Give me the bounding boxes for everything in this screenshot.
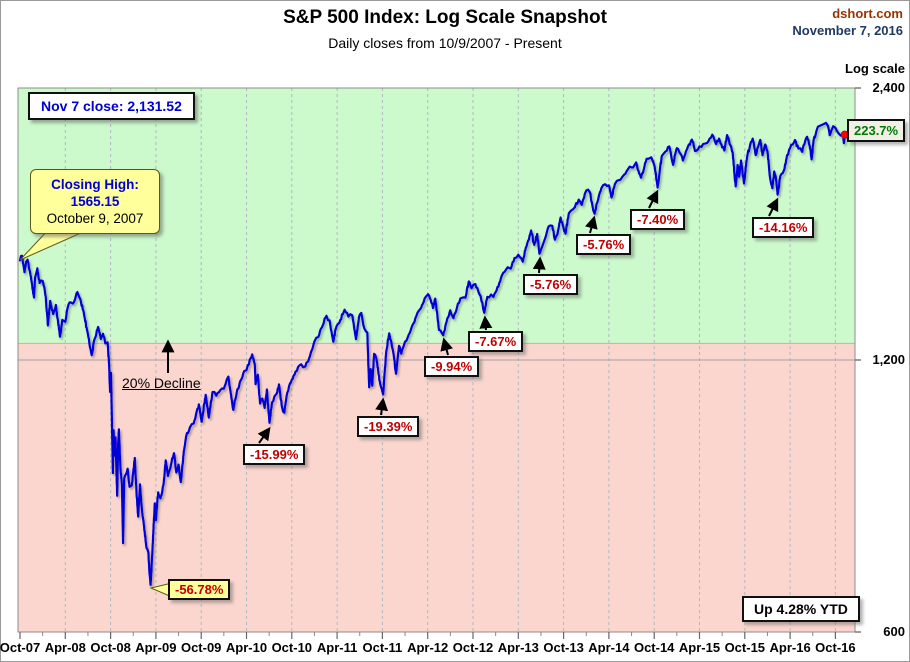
- x-axis-label: Apr-13: [497, 640, 539, 655]
- decline-threshold-label: 20% Decline: [122, 375, 201, 391]
- drawdown-label: -19.39%: [357, 416, 420, 437]
- closing-high-label: Closing High:: [51, 177, 139, 192]
- source-label: dshort.com: [832, 6, 903, 21]
- drawdown-arrow: [375, 397, 389, 416]
- x-axis-label: Apr-09: [135, 640, 177, 655]
- drawdown-arrow: [440, 337, 453, 356]
- closing-high-value: 1565.15: [70, 194, 120, 209]
- below-decline-region: [18, 343, 855, 632]
- sp500-line: [18, 121, 846, 586]
- y-axis-label: 600: [883, 624, 905, 639]
- closing-high-callout: Closing High: 1565.15 October 9, 2007: [30, 169, 160, 234]
- drawdown-arrow: [479, 315, 493, 331]
- closing-high-date: October 9, 2007: [46, 211, 144, 226]
- drawdown-label: -15.99%: [243, 444, 306, 465]
- x-axis-label: Oct-08: [90, 640, 131, 655]
- y-axis-label: 1,200: [872, 352, 905, 367]
- drawdown-arrow: [766, 197, 779, 217]
- drawdown-label: -9.94%: [424, 356, 480, 377]
- x-axis-label: Apr-15: [678, 640, 721, 655]
- ytd-box: Up 4.28% YTD: [742, 596, 860, 622]
- x-axis-label: Oct-15: [724, 640, 766, 655]
- gain-from-low-box: 223.7%: [847, 119, 906, 142]
- x-axis-label: Oct-14: [633, 640, 675, 655]
- drawdown-arrow: [585, 215, 598, 234]
- y-axis-label: 2,400: [872, 80, 905, 95]
- x-axis-label: Oct-07: [0, 640, 41, 655]
- drawdown-label: -5.76%: [523, 274, 579, 295]
- drawdown-arrow: [532, 256, 546, 274]
- x-axis-label: Apr-10: [225, 640, 268, 655]
- drawdown-label: -14.16%: [752, 217, 815, 238]
- x-axis-label: Apr-14: [588, 640, 630, 655]
- log-scale-label: Log scale: [845, 61, 905, 76]
- drawdown-label: -5.76%: [576, 234, 632, 255]
- x-axis-label: Oct-11: [362, 640, 403, 655]
- x-axis-label: Apr-16: [769, 640, 811, 655]
- x-axis-label: Oct-10: [271, 640, 313, 655]
- x-axis-label: Apr-08: [44, 640, 86, 655]
- drawdown-label: -7.40%: [630, 209, 686, 230]
- date-label: November 7, 2016: [792, 23, 903, 38]
- x-axis-label: Oct-09: [180, 640, 222, 655]
- drawdown-arrow: [646, 189, 659, 209]
- drawdown-label: -7.67%: [468, 331, 524, 352]
- chart-subtitle: Daily closes from 10/9/2007 - Present: [328, 35, 562, 51]
- chart-title: S&P 500 Index: Log Scale Snapshot: [283, 7, 607, 28]
- x-axis-label: Oct-16: [815, 640, 856, 655]
- drawdown-label: -56.78%: [168, 579, 231, 600]
- x-axis-label: Oct-13: [543, 640, 584, 655]
- current-close-box: Nov 7 close: 2,131.52: [28, 92, 195, 120]
- x-axis-label: Apr-12: [407, 640, 449, 655]
- x-axis-label: Apr-11: [316, 640, 358, 655]
- drawdown-arrow: [257, 426, 271, 444]
- x-axis-label: Oct-12: [452, 640, 494, 655]
